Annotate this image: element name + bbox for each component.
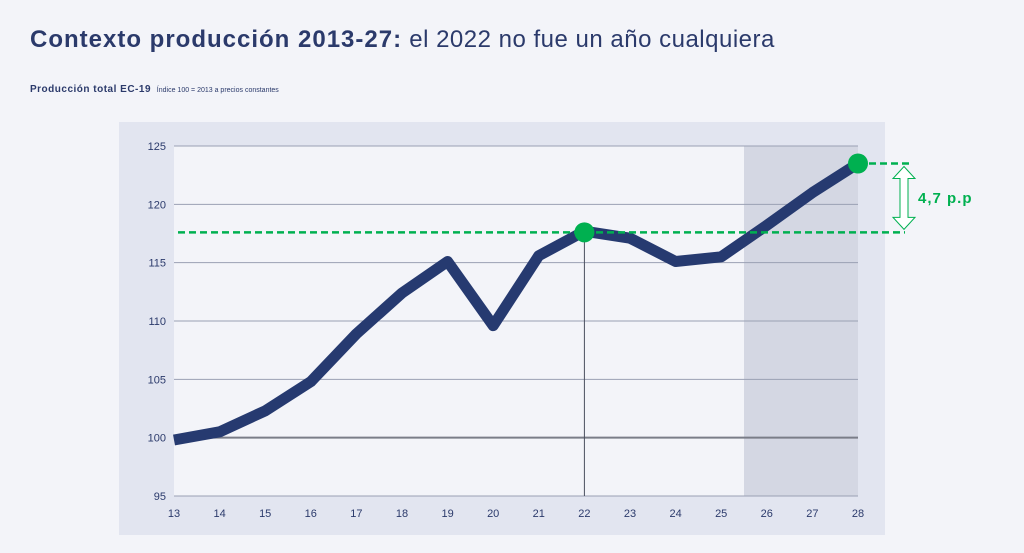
x-tick-label: 24 xyxy=(669,508,681,520)
x-tick-label: 16 xyxy=(305,508,317,520)
difference-arrow xyxy=(891,165,917,231)
x-tick-label: 13 xyxy=(168,508,180,520)
y-tick-label: 115 xyxy=(148,258,166,270)
y-tick-label: 105 xyxy=(148,374,166,386)
x-tick-label: 22 xyxy=(578,508,590,520)
marker-2028-dot xyxy=(848,153,868,174)
title-regular: el 2022 no fue un año cualquiera xyxy=(409,26,775,53)
x-tick-label: 18 xyxy=(396,508,408,520)
x-tick-label: 28 xyxy=(852,508,864,520)
x-tick-label: 15 xyxy=(259,508,271,520)
x-tick-label: 27 xyxy=(806,508,818,520)
subtitle-series-name: Producción total EC-19 xyxy=(30,84,152,95)
x-tick-label: 19 xyxy=(441,508,453,520)
chart-title: Contexto producción 2013-27: el 2022 no … xyxy=(30,26,775,54)
x-tick-label: 21 xyxy=(533,508,545,520)
subtitle-index-note: Índice 100 = 2013 a precios constantes xyxy=(156,87,279,94)
chart-subtitle: Producción total EC-19 Índice 100 = 2013… xyxy=(30,84,279,95)
x-tick-label: 17 xyxy=(350,508,362,520)
difference-annotation: 4,7 p.p xyxy=(918,190,973,207)
y-tick-label: 125 xyxy=(148,141,166,153)
series-line xyxy=(173,158,861,446)
y-tick-label: 120 xyxy=(148,199,166,211)
title-bold: Contexto producción 2013-27: xyxy=(30,26,403,53)
x-tick-label: 20 xyxy=(487,508,499,520)
y-tick-label: 110 xyxy=(148,316,166,328)
x-tick-label: 14 xyxy=(213,508,225,520)
x-tick-label: 23 xyxy=(624,508,636,520)
x-tick-label: 26 xyxy=(761,508,773,520)
x-tick-label: 25 xyxy=(715,508,727,520)
y-tick-label: 95 xyxy=(154,491,166,503)
y-tick-label: 100 xyxy=(148,433,166,445)
marker-2022-dot xyxy=(574,222,595,243)
